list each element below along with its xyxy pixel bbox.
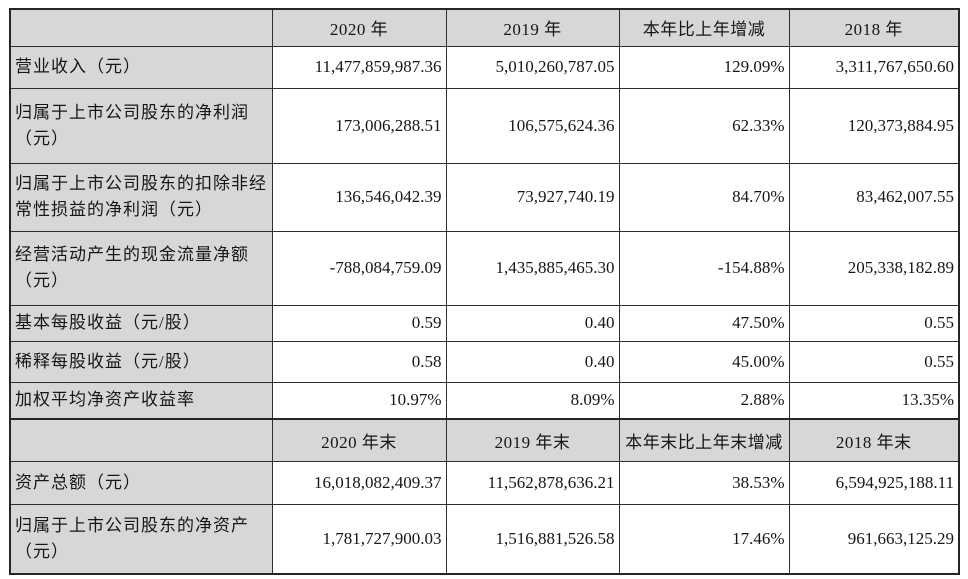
value-2020: 10.97%	[271, 381, 447, 420]
value-2018: 83,462,007.55	[788, 162, 960, 232]
section1-corner-cell	[9, 8, 273, 47]
value-2020: 173,006,288.51	[271, 87, 447, 164]
col-header-2018: 2018 年	[788, 8, 960, 47]
value-2019-yearend: 1,516,881,526.58	[445, 503, 620, 575]
section2-header-row: 2020 年末 2019 年末 本年末比上年末增减 2018 年末	[9, 418, 960, 462]
col-header-2019: 2019 年	[445, 8, 620, 47]
col-header-2018-yearend: 2018 年末	[788, 418, 960, 462]
value-2018-yearend: 6,594,925,188.11	[788, 460, 960, 505]
row-diluted-eps: 稀释每股收益（元/股） 0.58 0.40 45.00% 0.55	[9, 340, 960, 383]
value-2020-yearend: 16,018,082,409.37	[271, 460, 447, 505]
col-header-yearend-change: 本年末比上年末增减	[618, 418, 790, 462]
value-yoy-change: 62.33%	[618, 87, 790, 164]
row-weighted-avg-roe: 加权平均净资产收益率 10.97% 8.09% 2.88% 13.35%	[9, 381, 960, 420]
row-label: 资产总额（元）	[9, 460, 273, 505]
value-2019: 106,575,624.36	[445, 87, 620, 164]
value-2020-yearend: 1,781,727,900.03	[271, 503, 447, 575]
value-2018: 120,373,884.95	[788, 87, 960, 164]
row-net-profit-attributable: 归属于上市公司股东的净利润（元） 173,006,288.51 106,575,…	[9, 87, 960, 164]
section2-corner-cell	[9, 418, 273, 462]
col-header-yoy-change: 本年比上年增减	[618, 8, 790, 47]
row-label: 基本每股收益（元/股）	[9, 304, 273, 342]
col-header-2020: 2020 年	[271, 8, 447, 47]
row-label: 经营活动产生的现金流量净额（元）	[9, 230, 273, 306]
key-accounting-data-table: 2020 年 2019 年 本年比上年增减 2018 年 营业收入（元） 11,…	[9, 8, 960, 575]
value-2018: 3,311,767,650.60	[788, 45, 960, 89]
row-operating-cash-flow: 经营活动产生的现金流量净额（元） -788,084,759.09 1,435,8…	[9, 230, 960, 306]
value-2018-yearend: 961,663,125.29	[788, 503, 960, 575]
value-yearend-change: 17.46%	[618, 503, 790, 575]
row-operating-revenue: 营业收入（元） 11,477,859,987.36 5,010,260,787.…	[9, 45, 960, 89]
value-2019: 8.09%	[445, 381, 620, 420]
value-2020: 0.59	[271, 304, 447, 342]
row-label: 归属于上市公司股东的扣除非经常性损益的净利润（元）	[9, 162, 273, 232]
value-2020: 0.58	[271, 340, 447, 383]
row-label: 归属于上市公司股东的净利润（元）	[9, 87, 273, 164]
value-2019: 1,435,885,465.30	[445, 230, 620, 306]
row-label: 稀释每股收益（元/股）	[9, 340, 273, 383]
value-yoy-change: -154.88%	[618, 230, 790, 306]
value-yearend-change: 38.53%	[618, 460, 790, 505]
value-2018: 13.35%	[788, 381, 960, 420]
row-net-assets-attributable: 归属于上市公司股东的净资产（元） 1,781,727,900.03 1,516,…	[9, 503, 960, 575]
section1-header-row: 2020 年 2019 年 本年比上年增减 2018 年	[9, 8, 960, 47]
value-yoy-change: 84.70%	[618, 162, 790, 232]
col-header-2019-yearend: 2019 年末	[445, 418, 620, 462]
value-2019-yearend: 11,562,878,636.21	[445, 460, 620, 505]
row-net-profit-excl-nonrecurring: 归属于上市公司股东的扣除非经常性损益的净利润（元） 136,546,042.39…	[9, 162, 960, 232]
value-yoy-change: 47.50%	[618, 304, 790, 342]
row-basic-eps: 基本每股收益（元/股） 0.59 0.40 47.50% 0.55	[9, 304, 960, 342]
value-yoy-change: 45.00%	[618, 340, 790, 383]
value-2019: 0.40	[445, 340, 620, 383]
value-2018: 0.55	[788, 340, 960, 383]
value-2020: 11,477,859,987.36	[271, 45, 447, 89]
value-2018: 0.55	[788, 304, 960, 342]
value-2019: 73,927,740.19	[445, 162, 620, 232]
col-header-2020-yearend: 2020 年末	[271, 418, 447, 462]
row-label: 归属于上市公司股东的净资产（元）	[9, 503, 273, 575]
row-label: 营业收入（元）	[9, 45, 273, 89]
value-2019: 5,010,260,787.05	[445, 45, 620, 89]
row-total-assets: 资产总额（元） 16,018,082,409.37 11,562,878,636…	[9, 460, 960, 505]
value-yoy-change: 2.88%	[618, 381, 790, 420]
value-2019: 0.40	[445, 304, 620, 342]
value-2020: -788,084,759.09	[271, 230, 447, 306]
row-label: 加权平均净资产收益率	[9, 381, 273, 420]
value-2020: 136,546,042.39	[271, 162, 447, 232]
value-2018: 205,338,182.89	[788, 230, 960, 306]
value-yoy-change: 129.09%	[618, 45, 790, 89]
